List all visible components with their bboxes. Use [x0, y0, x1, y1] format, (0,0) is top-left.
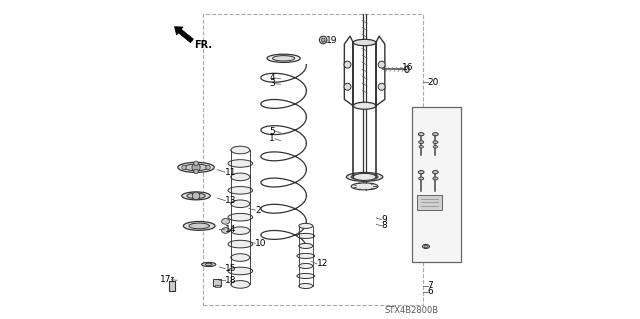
Circle shape [192, 192, 200, 200]
Bar [203, 14, 423, 305]
Circle shape [378, 83, 385, 90]
Text: 13: 13 [225, 196, 237, 205]
Ellipse shape [419, 145, 424, 148]
Ellipse shape [205, 263, 212, 266]
Ellipse shape [273, 56, 294, 61]
Ellipse shape [433, 171, 438, 174]
Text: 16: 16 [402, 63, 413, 72]
Ellipse shape [189, 223, 209, 229]
Ellipse shape [231, 146, 250, 154]
Ellipse shape [299, 284, 313, 288]
Ellipse shape [228, 267, 253, 275]
Ellipse shape [231, 173, 250, 181]
Ellipse shape [221, 219, 230, 224]
Circle shape [344, 61, 351, 68]
Text: 8: 8 [381, 221, 387, 230]
Text: FR.: FR. [195, 40, 212, 50]
Ellipse shape [231, 227, 250, 234]
Ellipse shape [433, 145, 438, 148]
Ellipse shape [297, 234, 315, 238]
Ellipse shape [346, 173, 383, 181]
Circle shape [206, 165, 211, 170]
Text: 18: 18 [225, 276, 237, 285]
Circle shape [194, 161, 198, 166]
Ellipse shape [353, 39, 376, 46]
Text: 10: 10 [255, 239, 267, 248]
Ellipse shape [299, 223, 313, 228]
Ellipse shape [419, 133, 424, 136]
Bar [214, 285, 220, 287]
Text: 5: 5 [269, 127, 275, 136]
Ellipse shape [433, 177, 438, 180]
Ellipse shape [297, 273, 315, 278]
Ellipse shape [178, 162, 214, 173]
Ellipse shape [231, 200, 250, 208]
Ellipse shape [231, 281, 250, 288]
Text: 2: 2 [255, 206, 260, 215]
Bar [412, 107, 461, 262]
Text: 4: 4 [269, 73, 275, 82]
Bar [213, 279, 221, 286]
Circle shape [378, 61, 385, 68]
Text: 12: 12 [317, 259, 328, 268]
Text: STX4B2800B: STX4B2800B [385, 306, 438, 315]
Ellipse shape [299, 263, 313, 269]
Circle shape [319, 36, 327, 44]
Ellipse shape [353, 102, 376, 109]
Ellipse shape [351, 183, 378, 190]
Text: 19: 19 [326, 36, 338, 45]
Ellipse shape [433, 133, 438, 136]
Ellipse shape [351, 174, 378, 180]
Text: 17: 17 [160, 275, 172, 284]
Text: 11: 11 [225, 168, 237, 177]
Text: 6: 6 [428, 287, 433, 296]
Ellipse shape [187, 193, 205, 198]
Ellipse shape [419, 177, 424, 180]
Circle shape [192, 163, 200, 172]
Circle shape [321, 38, 325, 42]
Text: 14: 14 [225, 225, 237, 234]
Ellipse shape [433, 141, 438, 144]
Text: 7: 7 [428, 281, 433, 291]
Ellipse shape [422, 244, 429, 249]
Ellipse shape [184, 164, 208, 171]
Ellipse shape [228, 160, 253, 167]
Text: 20: 20 [428, 78, 439, 86]
Ellipse shape [267, 54, 300, 63]
Circle shape [344, 83, 351, 90]
Text: 1: 1 [269, 134, 275, 144]
Text: 15: 15 [225, 264, 237, 273]
Text: 9: 9 [381, 215, 387, 224]
Ellipse shape [221, 228, 230, 233]
Bar [417, 195, 442, 210]
Ellipse shape [228, 240, 253, 248]
Ellipse shape [353, 174, 376, 180]
Ellipse shape [228, 187, 253, 194]
Bar [169, 281, 175, 291]
Circle shape [182, 165, 186, 170]
Ellipse shape [184, 221, 215, 230]
Ellipse shape [404, 66, 409, 72]
Ellipse shape [202, 263, 216, 267]
Ellipse shape [419, 141, 424, 144]
Ellipse shape [228, 213, 253, 221]
Ellipse shape [299, 243, 313, 249]
Ellipse shape [182, 192, 211, 200]
Ellipse shape [231, 254, 250, 261]
Text: 3: 3 [269, 79, 275, 88]
Ellipse shape [297, 253, 315, 258]
Polygon shape [175, 27, 193, 43]
Ellipse shape [419, 171, 424, 174]
Ellipse shape [424, 245, 428, 248]
Circle shape [194, 169, 198, 174]
